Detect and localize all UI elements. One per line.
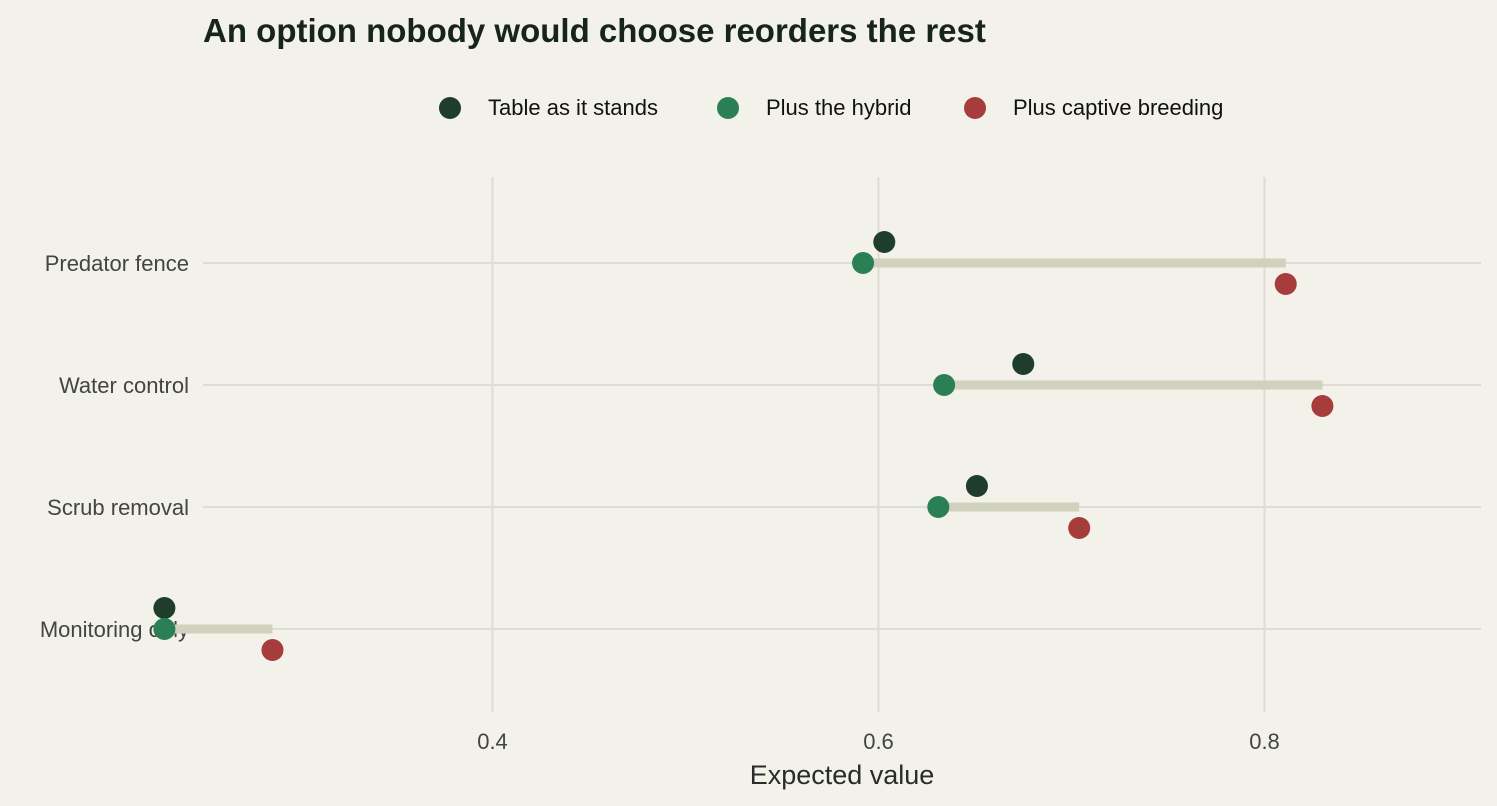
legend-item-table-as-it-stands: Table as it stands — [439, 88, 658, 128]
legend-marker-plus-the-hybrid — [717, 97, 739, 119]
data-point — [965, 475, 988, 497]
x-tick-label: 0.8 — [1249, 729, 1280, 754]
chart-title: An option nobody would choose reorders t… — [203, 12, 986, 49]
legend-label-table-as-it-stands: Table as it stands — [488, 95, 658, 120]
legend-marker-table-as-it-stands — [439, 97, 461, 119]
legend-item-plus-captive-breeding: Plus captive breeding — [964, 88, 1223, 128]
legend-label-plus-the-hybrid: Plus the hybrid — [766, 95, 912, 120]
data-point — [873, 231, 896, 253]
category-label: Predator fence — [45, 251, 189, 276]
category-label: Scrub removal — [47, 495, 189, 520]
x-tick-label: 0.4 — [477, 729, 508, 754]
data-point — [1274, 273, 1297, 295]
data-point — [927, 496, 950, 518]
x-tick-label: 0.6 — [863, 729, 894, 754]
data-point — [852, 252, 875, 274]
data-point — [261, 639, 284, 661]
data-point — [153, 597, 176, 619]
data-point — [1068, 517, 1091, 539]
legend: Table as it stands Plus the hybrid Plus … — [0, 88, 1497, 128]
data-point — [153, 618, 176, 640]
legend-marker-plus-captive-breeding — [964, 97, 986, 119]
category-label: Water control — [59, 373, 189, 398]
legend-item-plus-the-hybrid: Plus the hybrid — [717, 88, 912, 128]
x-axis-title: Expected value — [750, 760, 935, 790]
data-point — [1311, 395, 1334, 417]
legend-label-plus-captive-breeding: Plus captive breeding — [1013, 95, 1224, 120]
data-point — [1012, 353, 1035, 375]
data-point — [933, 374, 956, 396]
